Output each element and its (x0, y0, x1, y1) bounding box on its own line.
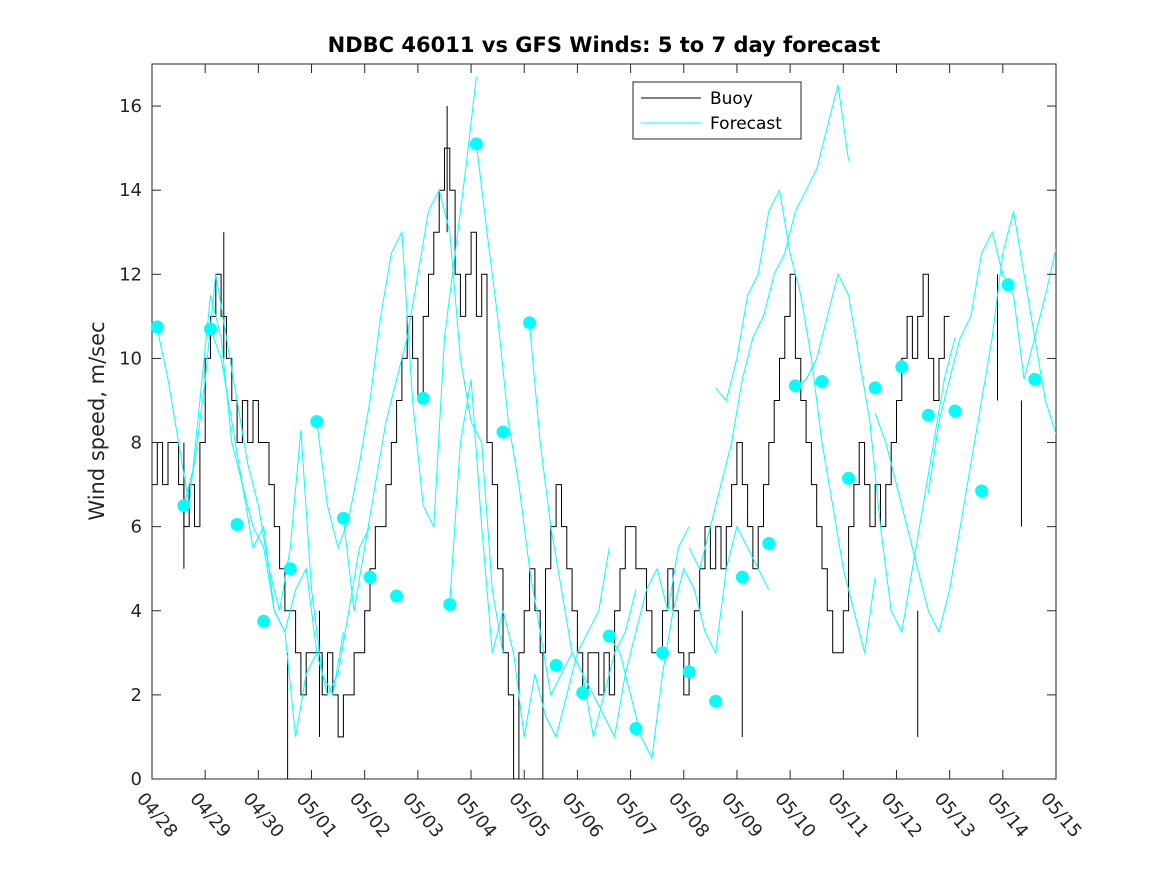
forecast-marker-3 (230, 518, 244, 531)
forecast-line-3 (316, 76, 477, 550)
forecast-marker-22 (735, 570, 749, 584)
forecast-marker-29 (921, 408, 935, 422)
forecast-marker-16 (576, 686, 590, 700)
legend: Buoy Forecast (632, 81, 802, 140)
forecast-marker-14 (523, 316, 537, 330)
forecast-line-12 (874, 211, 1056, 634)
forecast-marker-21 (709, 694, 723, 708)
forecast-line-10 (715, 188, 876, 653)
forecast-marker-9 (390, 589, 404, 603)
forecast-marker-13 (496, 425, 510, 439)
forecast-line-8 (608, 525, 770, 760)
forecast-marker-31 (975, 484, 989, 498)
y-tick-label-5: 10 (119, 348, 142, 369)
legend-forecast-label: Forecast (710, 114, 782, 134)
forecast-marker-25 (815, 375, 829, 388)
forecast-markers (150, 137, 1042, 735)
forecast-line-4 (342, 188, 504, 653)
legend-buoy-label: Buoy (710, 89, 753, 109)
y-tick-label-7: 14 (119, 180, 142, 201)
buoy-line (152, 147, 950, 779)
forecast-marker-20 (682, 665, 696, 679)
y-tick-label-2: 4 (131, 601, 142, 622)
forecast-marker-2 (204, 322, 217, 336)
forecast-line-11 (795, 272, 956, 634)
forecast-marker-19 (656, 646, 669, 660)
forecast-marker-28 (895, 360, 909, 374)
forecast-marker-15 (549, 658, 563, 672)
forecast-line-6 (475, 143, 637, 738)
y-tick-label-6: 12 (119, 264, 142, 285)
forecast-marker-18 (629, 722, 643, 735)
y-tick-label-4: 8 (131, 433, 142, 454)
forecast-line-9 (688, 84, 850, 571)
forecast-marker-27 (868, 381, 882, 395)
forecast-marker-17 (602, 629, 616, 643)
legend-box (632, 81, 802, 140)
forecast-marker-4 (257, 614, 271, 628)
forecast-marker-23 (762, 537, 776, 550)
forecast-marker-8 (363, 570, 377, 584)
forecast-marker-33 (1028, 372, 1042, 386)
forecast-line-13 (927, 230, 1056, 494)
forecast-marker-1 (177, 499, 191, 513)
y-tick-label-8: 16 (119, 96, 142, 117)
forecast-marker-24 (788, 379, 802, 393)
forecast-marker-6 (310, 415, 324, 428)
forecast-marker-11 (443, 598, 457, 611)
forecast-line-7 (529, 324, 690, 739)
y-tick-label-3: 6 (131, 517, 142, 538)
forecast-marker-0 (150, 320, 164, 334)
forecast-series (156, 76, 1056, 760)
forecast-marker-30 (948, 404, 962, 418)
y-tick-label-0: 0 (131, 769, 142, 790)
forecast-marker-12 (469, 137, 483, 151)
forecast-line-2 (210, 328, 371, 737)
y-axis-label: Wind speed, m/sec (85, 321, 109, 520)
y-tick-label-1: 2 (131, 685, 142, 706)
forecast-line-5 (449, 379, 610, 739)
forecast-marker-5 (283, 562, 297, 576)
forecast-line-0 (156, 295, 318, 653)
forecast-marker-7 (336, 511, 350, 525)
chart-title: NDBC 46011 vs GFS Winds: 5 to 7 day fore… (328, 33, 881, 57)
forecast-marker-32 (1001, 278, 1015, 292)
forecast-marker-26 (842, 471, 856, 485)
forecast-marker-10 (416, 391, 430, 405)
